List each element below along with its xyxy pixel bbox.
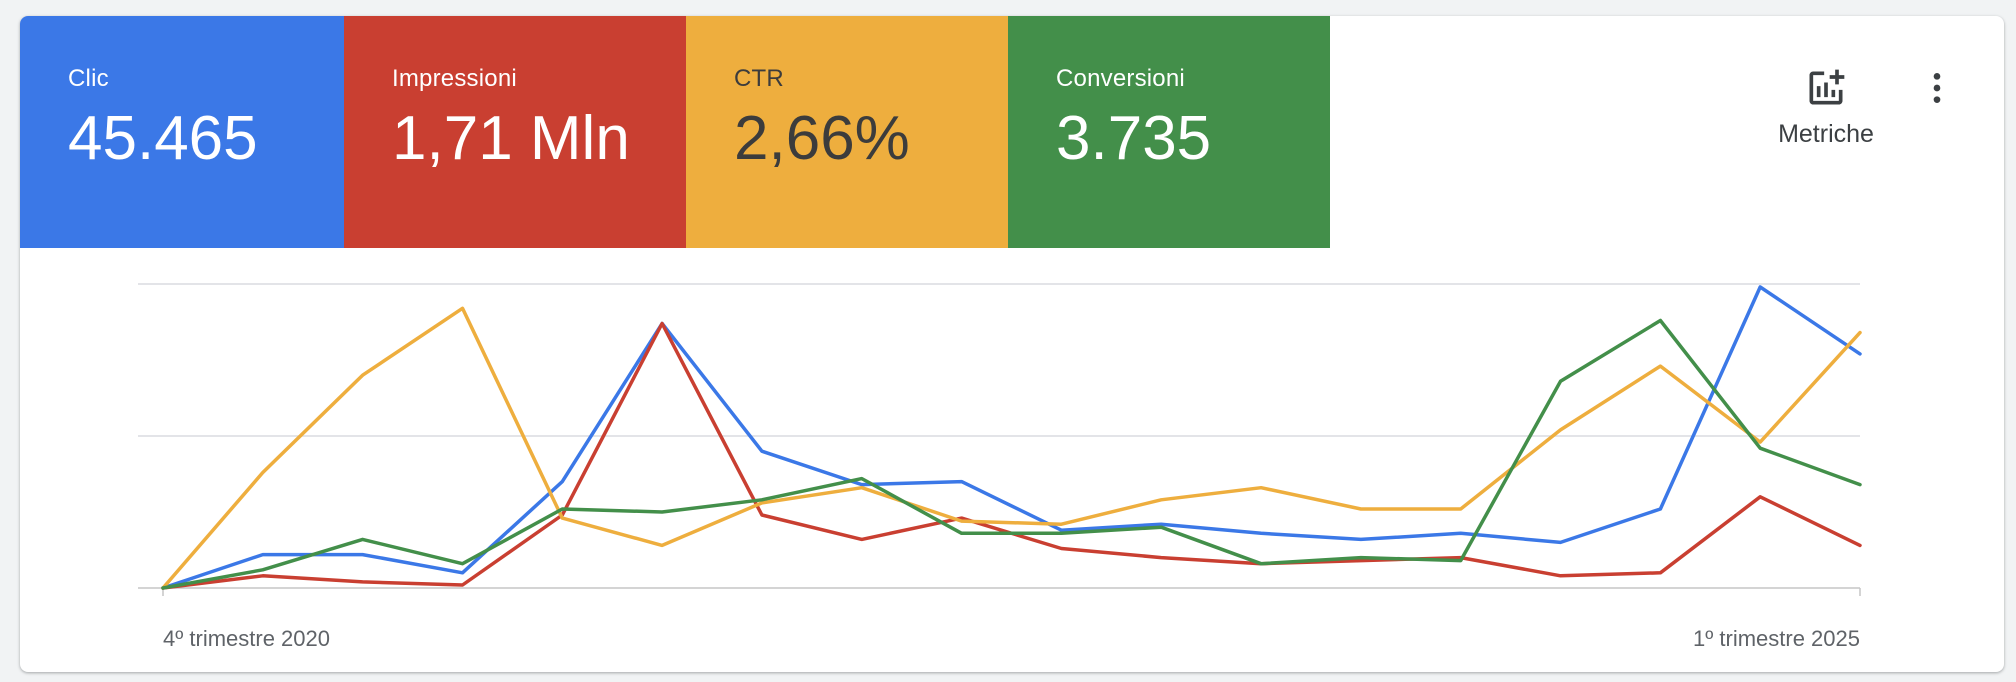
series-line-2 [161, 321, 1862, 590]
scorecard-ctr[interactable]: CTR 2,66% [686, 16, 1008, 248]
chart-plot: 4º trimestre 2020 1º trimestre 2025 [138, 283, 1862, 651]
scorecard-label: Conversioni [1056, 65, 1185, 92]
add-chart-icon [1804, 66, 1848, 110]
metrics-button-label: Metriche [1778, 120, 1874, 148]
performance-card: Clic 45.465 Impressioni 1,71 Mln CTR 2,6… [20, 16, 2004, 672]
scorecard-value: 3.735 [1056, 104, 1212, 173]
scorecard-value: 1,71 Mln [392, 104, 630, 173]
scorecard-clicks[interactable]: Clic 45.465 [20, 16, 344, 248]
performance-chart: 4º trimestre 2020 1º trimestre 2025 [20, 248, 2004, 672]
more-options-button[interactable] [1913, 66, 1961, 114]
scorecard-value: 45.465 [68, 104, 258, 173]
more-vert-icon [1917, 68, 1957, 113]
scorecard-value: 2,66% [734, 104, 910, 173]
x-axis-start-label: 4º trimestre 2020 [163, 626, 330, 651]
scorecard-conversions[interactable]: Conversioni 3.735 [1008, 16, 1330, 248]
series-line-1 [161, 285, 1862, 590]
scorecard-label: Clic [68, 65, 109, 92]
series-line-3 [161, 306, 1862, 590]
x-axis-end-label: 1º trimestre 2025 [1693, 626, 1860, 651]
card-actions: Metriche [1704, 16, 2004, 248]
scorecard-row: Clic 45.465 Impressioni 1,71 Mln CTR 2,6… [20, 16, 1330, 248]
scorecard-impressions[interactable]: Impressioni 1,71 Mln [344, 16, 686, 248]
scorecard-label: Impressioni [392, 65, 517, 92]
scorecard-label: CTR [734, 65, 784, 92]
metrics-button[interactable]: Metriche [1756, 66, 1896, 176]
series-line-4 [161, 318, 1862, 590]
